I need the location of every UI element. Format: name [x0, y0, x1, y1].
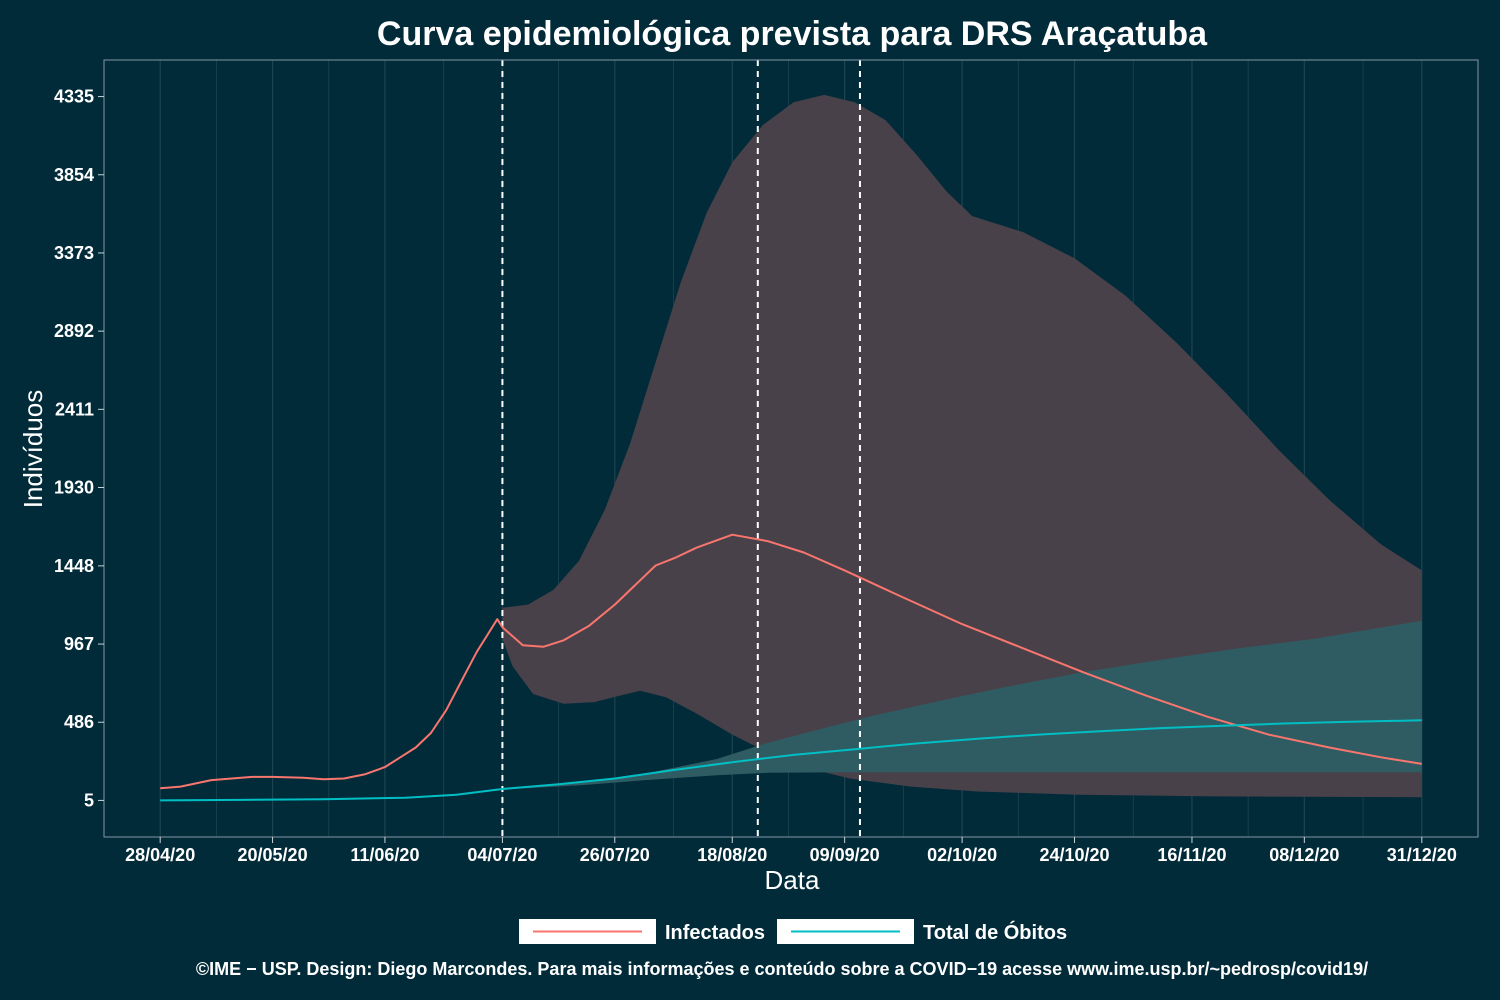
y-tick-label: 3373 [54, 243, 94, 263]
x-tick-label: 11/06/20 [350, 845, 419, 865]
y-tick-label: 4335 [54, 87, 94, 107]
y-tick-label: 486 [64, 712, 94, 732]
series-line-obitos [160, 719, 1422, 802]
band-infectados [502, 94, 1422, 798]
x-tick-label: 31/12/20 [1387, 845, 1457, 865]
band-obitos [502, 620, 1422, 790]
legend: Infectados Total de Óbitos [519, 919, 1067, 944]
x-tick-label: 18/08/20 [697, 845, 767, 865]
x-axis-title: Data [765, 865, 820, 895]
y-tick-label: 1930 [54, 478, 94, 498]
y-tick-label: 3854 [54, 165, 94, 185]
x-tick-label: 04/07/20 [467, 845, 537, 865]
x-tick-label: 09/09/20 [810, 845, 880, 865]
legend-label-infectados: Infectados [665, 922, 765, 944]
series-line-infectados [160, 533, 1422, 790]
x-tick-label: 20/05/20 [238, 845, 308, 865]
plot-area [159, 60, 1423, 837]
y-tick-label: 1448 [54, 556, 94, 576]
x-tick-label: 26/07/20 [580, 845, 650, 865]
y-tick-label: 5 [84, 790, 94, 810]
x-tick-label: 02/10/20 [927, 845, 997, 865]
x-tick-label: 16/11/20 [1157, 845, 1226, 865]
plot-border [103, 59, 1479, 838]
x-tick-label: 08/12/20 [1269, 845, 1339, 865]
y-axis-title: Indivíduos [18, 390, 48, 509]
y-tick-label: 2411 [55, 399, 94, 419]
caption: ©IME − USP. Design: Diego Marcondes. Par… [196, 959, 1368, 979]
chart-title: Curva epidemiológica prevista para DRS A… [377, 15, 1208, 53]
x-tick-label: 28/04/20 [125, 845, 195, 865]
axes: 5 486 967 1448 1930 2411 2892 3373 3854 4335 28/04… [54, 59, 1479, 865]
y-tick-label: 967 [64, 634, 94, 654]
x-tick-label: 24/10/20 [1039, 845, 1109, 865]
y-tick-label: 2892 [54, 321, 94, 341]
legend-label-obitos: Total de Óbitos [923, 920, 1067, 944]
